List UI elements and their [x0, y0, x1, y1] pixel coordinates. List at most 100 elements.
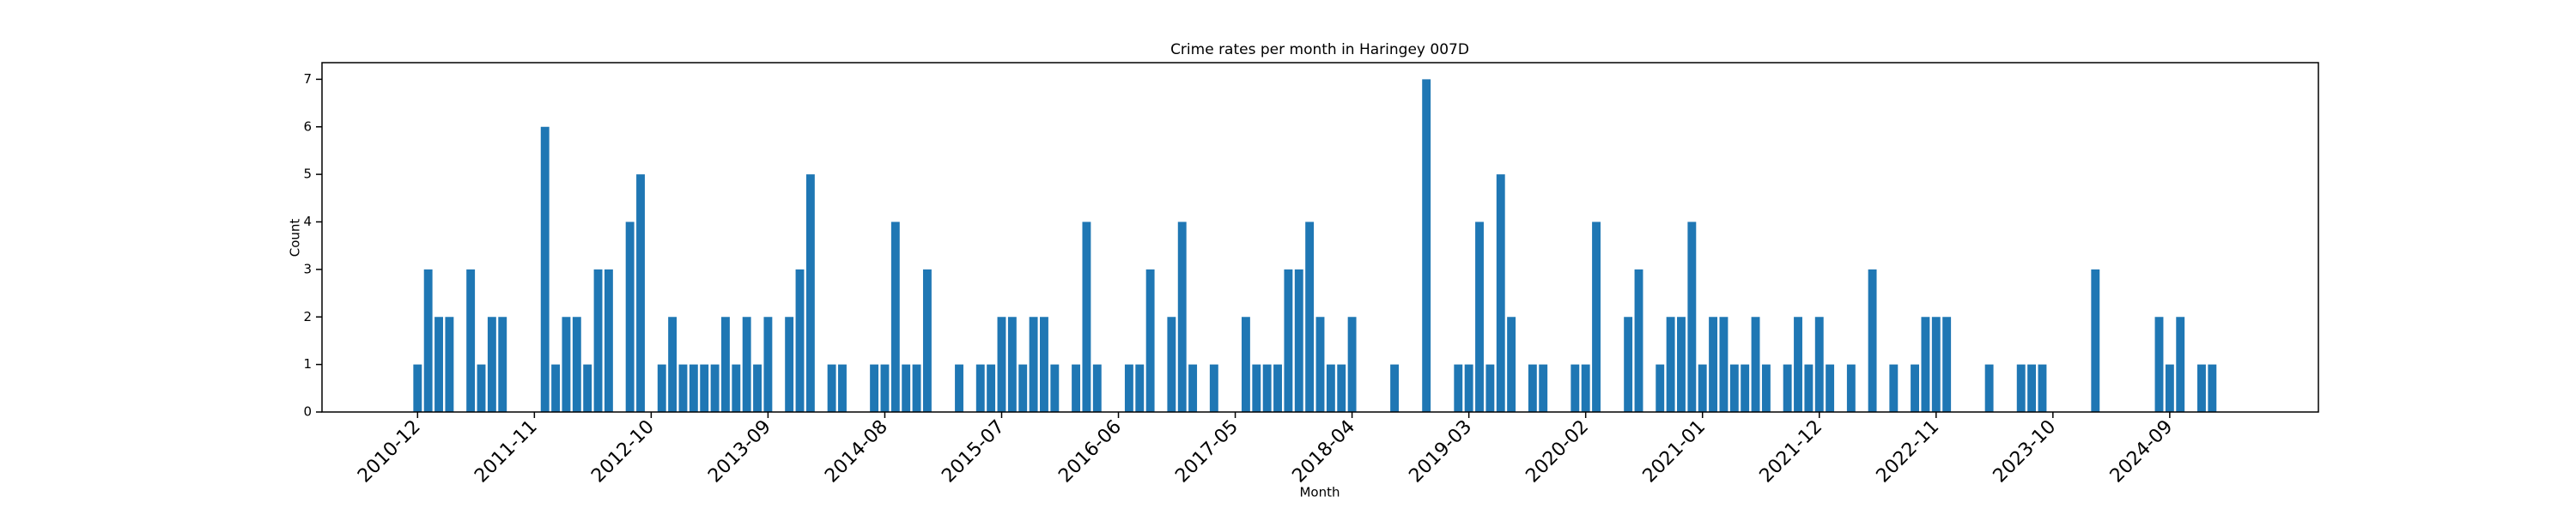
x-tick-label: 2023-10 — [1990, 416, 2061, 488]
bar — [997, 317, 1006, 412]
bar — [742, 317, 751, 412]
bar — [1485, 364, 1495, 412]
bar — [572, 317, 581, 412]
bar — [1188, 364, 1198, 412]
bar — [477, 364, 486, 412]
bar — [912, 364, 921, 412]
bar — [795, 269, 805, 412]
bar — [1729, 364, 1739, 412]
bar — [1145, 269, 1155, 412]
bar — [1846, 364, 1856, 412]
x-tick-label: 2011-11 — [471, 416, 542, 488]
bar — [805, 174, 815, 412]
x-tick-label: 2020-02 — [1522, 416, 1593, 488]
bar — [1507, 317, 1516, 412]
bar — [2027, 364, 2037, 412]
y-tick-label: 0 — [303, 404, 312, 420]
bar — [987, 364, 996, 412]
y-tick-label: 1 — [303, 356, 312, 372]
x-tick-label: 2012-10 — [587, 416, 659, 488]
x-tick-label: 2016-06 — [1054, 416, 1126, 488]
bar — [1592, 221, 1601, 412]
bar — [1241, 317, 1250, 412]
bar — [1040, 317, 1048, 412]
bar — [1337, 364, 1346, 412]
y-tick-label: 5 — [303, 167, 312, 182]
bar — [1528, 364, 1537, 412]
bar — [1262, 364, 1272, 412]
x-tick-label: 2015-07 — [938, 416, 1009, 488]
bar — [1347, 317, 1357, 412]
bar — [1092, 364, 1102, 412]
bar — [1252, 364, 1261, 412]
bar — [1741, 364, 1750, 412]
x-tick-label: 2024-09 — [2106, 416, 2178, 488]
bar — [1072, 364, 1081, 412]
bar — [1326, 364, 1335, 412]
bar — [890, 221, 900, 412]
bar — [1209, 364, 1218, 412]
bar — [2165, 364, 2174, 412]
bar — [1761, 364, 1771, 412]
bar — [1124, 364, 1133, 412]
plot-frame — [321, 62, 2319, 413]
bar — [1167, 317, 1176, 412]
bar — [975, 364, 985, 412]
bar — [2197, 364, 2206, 412]
y-tick-label: 3 — [303, 261, 312, 276]
bar — [413, 364, 422, 412]
x-tick-label: 2021-01 — [1639, 416, 1710, 488]
bar — [1581, 364, 1590, 412]
bar — [1911, 364, 1919, 412]
bar — [763, 317, 773, 412]
bar — [593, 269, 603, 412]
bar — [1634, 269, 1643, 412]
bar — [1794, 317, 1802, 412]
bar — [827, 364, 836, 412]
bar — [880, 364, 890, 412]
bar — [434, 317, 443, 412]
bar — [1539, 364, 1548, 412]
bar — [1687, 221, 1697, 412]
bar — [678, 364, 688, 412]
bar — [700, 364, 709, 412]
bar — [870, 364, 879, 412]
bar — [1624, 317, 1633, 412]
bar — [2091, 269, 2100, 412]
bar — [657, 364, 666, 412]
y-tick-label: 7 — [303, 71, 312, 87]
bar — [922, 269, 932, 412]
bar — [1783, 364, 1792, 412]
bar — [1050, 364, 1060, 412]
bar — [1390, 364, 1400, 412]
bar — [838, 364, 847, 412]
bar — [1007, 317, 1017, 412]
bar — [1751, 317, 1760, 412]
bar — [1804, 364, 1814, 412]
x-tick-label: 2017-05 — [1171, 416, 1242, 488]
bar — [1984, 364, 1994, 412]
bar — [1677, 317, 1686, 412]
bar — [1284, 269, 1293, 412]
bar — [636, 174, 645, 412]
y-axis-label: Count — [288, 219, 303, 258]
bar — [498, 317, 507, 412]
bar — [1464, 364, 1473, 412]
bar — [1315, 317, 1325, 412]
bar — [466, 269, 476, 412]
bar — [1709, 317, 1718, 412]
bar — [562, 317, 571, 412]
bar — [1029, 317, 1038, 412]
bar — [1475, 221, 1484, 412]
bar — [625, 221, 635, 412]
x-tick-label: 2014-08 — [821, 416, 892, 488]
x-tick-label: 2010-12 — [354, 416, 425, 488]
bar — [1921, 317, 1930, 412]
bar — [1305, 221, 1315, 412]
bar — [668, 317, 677, 412]
bar — [1698, 364, 1707, 412]
x-tick-label: 2019-03 — [1405, 416, 1476, 488]
x-axis-label: Month — [1299, 485, 1340, 500]
bar — [2038, 364, 2047, 412]
